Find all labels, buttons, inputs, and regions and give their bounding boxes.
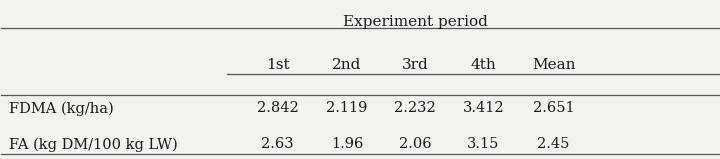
Text: 2.06: 2.06 xyxy=(399,137,431,151)
Text: 3rd: 3rd xyxy=(402,58,428,72)
Text: 2.119: 2.119 xyxy=(326,101,368,115)
Text: 3.412: 3.412 xyxy=(462,101,504,115)
Text: 1.96: 1.96 xyxy=(331,137,364,151)
Text: Mean: Mean xyxy=(532,58,575,72)
Text: 4th: 4th xyxy=(470,58,496,72)
Text: 2.842: 2.842 xyxy=(256,101,298,115)
Text: 2.651: 2.651 xyxy=(533,101,575,115)
Text: 2.45: 2.45 xyxy=(537,137,570,151)
Text: 2.232: 2.232 xyxy=(395,101,436,115)
Text: 2nd: 2nd xyxy=(333,58,361,72)
Text: FDMA (kg/ha): FDMA (kg/ha) xyxy=(9,101,113,116)
Text: 3.15: 3.15 xyxy=(467,137,500,151)
Text: 2.63: 2.63 xyxy=(261,137,294,151)
Text: Experiment period: Experiment period xyxy=(343,15,487,29)
Text: FA (kg DM/100 kg LW): FA (kg DM/100 kg LW) xyxy=(9,137,177,152)
Text: 1st: 1st xyxy=(266,58,289,72)
